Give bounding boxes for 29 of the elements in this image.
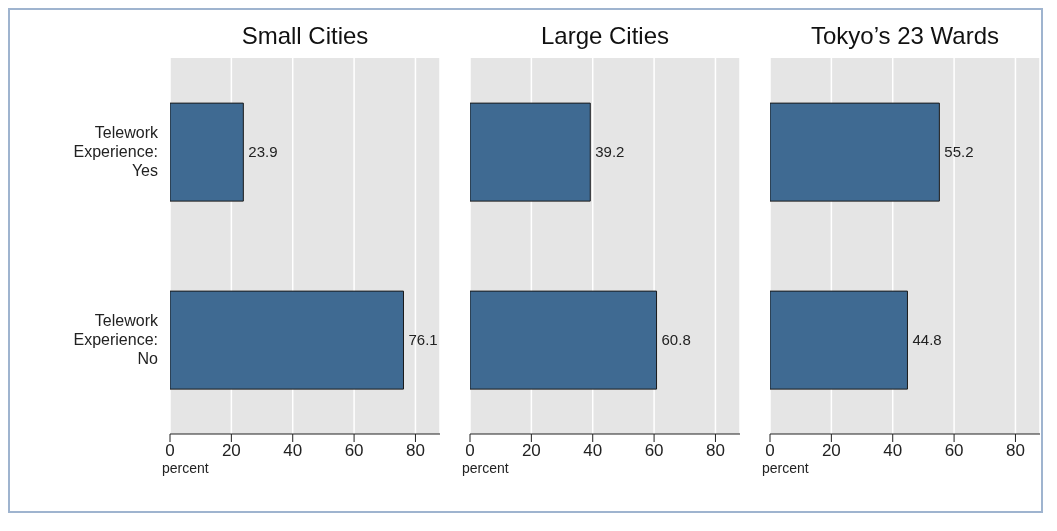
x-tick-label: 40 (283, 441, 303, 461)
y-tick-label: Telework Experience: No (73, 312, 159, 367)
x-tick-label: 60 (944, 441, 964, 461)
x-tick-label: 80 (1005, 441, 1025, 461)
x-tick-label: 20 (821, 441, 841, 461)
x-tick-label: 80 (405, 441, 425, 461)
x-axis-title: percent (462, 460, 510, 476)
x-tick-label: 40 (883, 441, 903, 461)
chart-title: Tokyo’s 23 Wards (809, 21, 1001, 51)
x-tick-label: 20 (521, 441, 541, 461)
data-label: 39.2 (595, 143, 625, 161)
x-axis-title: percent (162, 460, 210, 476)
data-label: 60.8 (661, 331, 691, 349)
x-tick-label: 0 (765, 441, 775, 461)
data-label: 23.9 (248, 143, 278, 161)
data-label: 76.1 (408, 331, 438, 349)
data-label: 44.8 (912, 331, 942, 349)
x-tick-label: 60 (344, 441, 364, 461)
y-tick-label: Telework Experience: Yes (73, 124, 159, 179)
x-tick-label: 0 (465, 441, 475, 461)
x-tick-label: 0 (165, 441, 175, 461)
data-label: 55.2 (944, 143, 974, 161)
x-tick-label: 60 (644, 441, 664, 461)
x-tick-label: 80 (705, 441, 725, 461)
chart-title: Small Cities (240, 21, 370, 51)
x-tick-label: 40 (583, 441, 603, 461)
chart-title: Large Cities (539, 21, 671, 51)
x-axis-title: percent (762, 460, 810, 476)
x-tick-label: 20 (221, 441, 241, 461)
